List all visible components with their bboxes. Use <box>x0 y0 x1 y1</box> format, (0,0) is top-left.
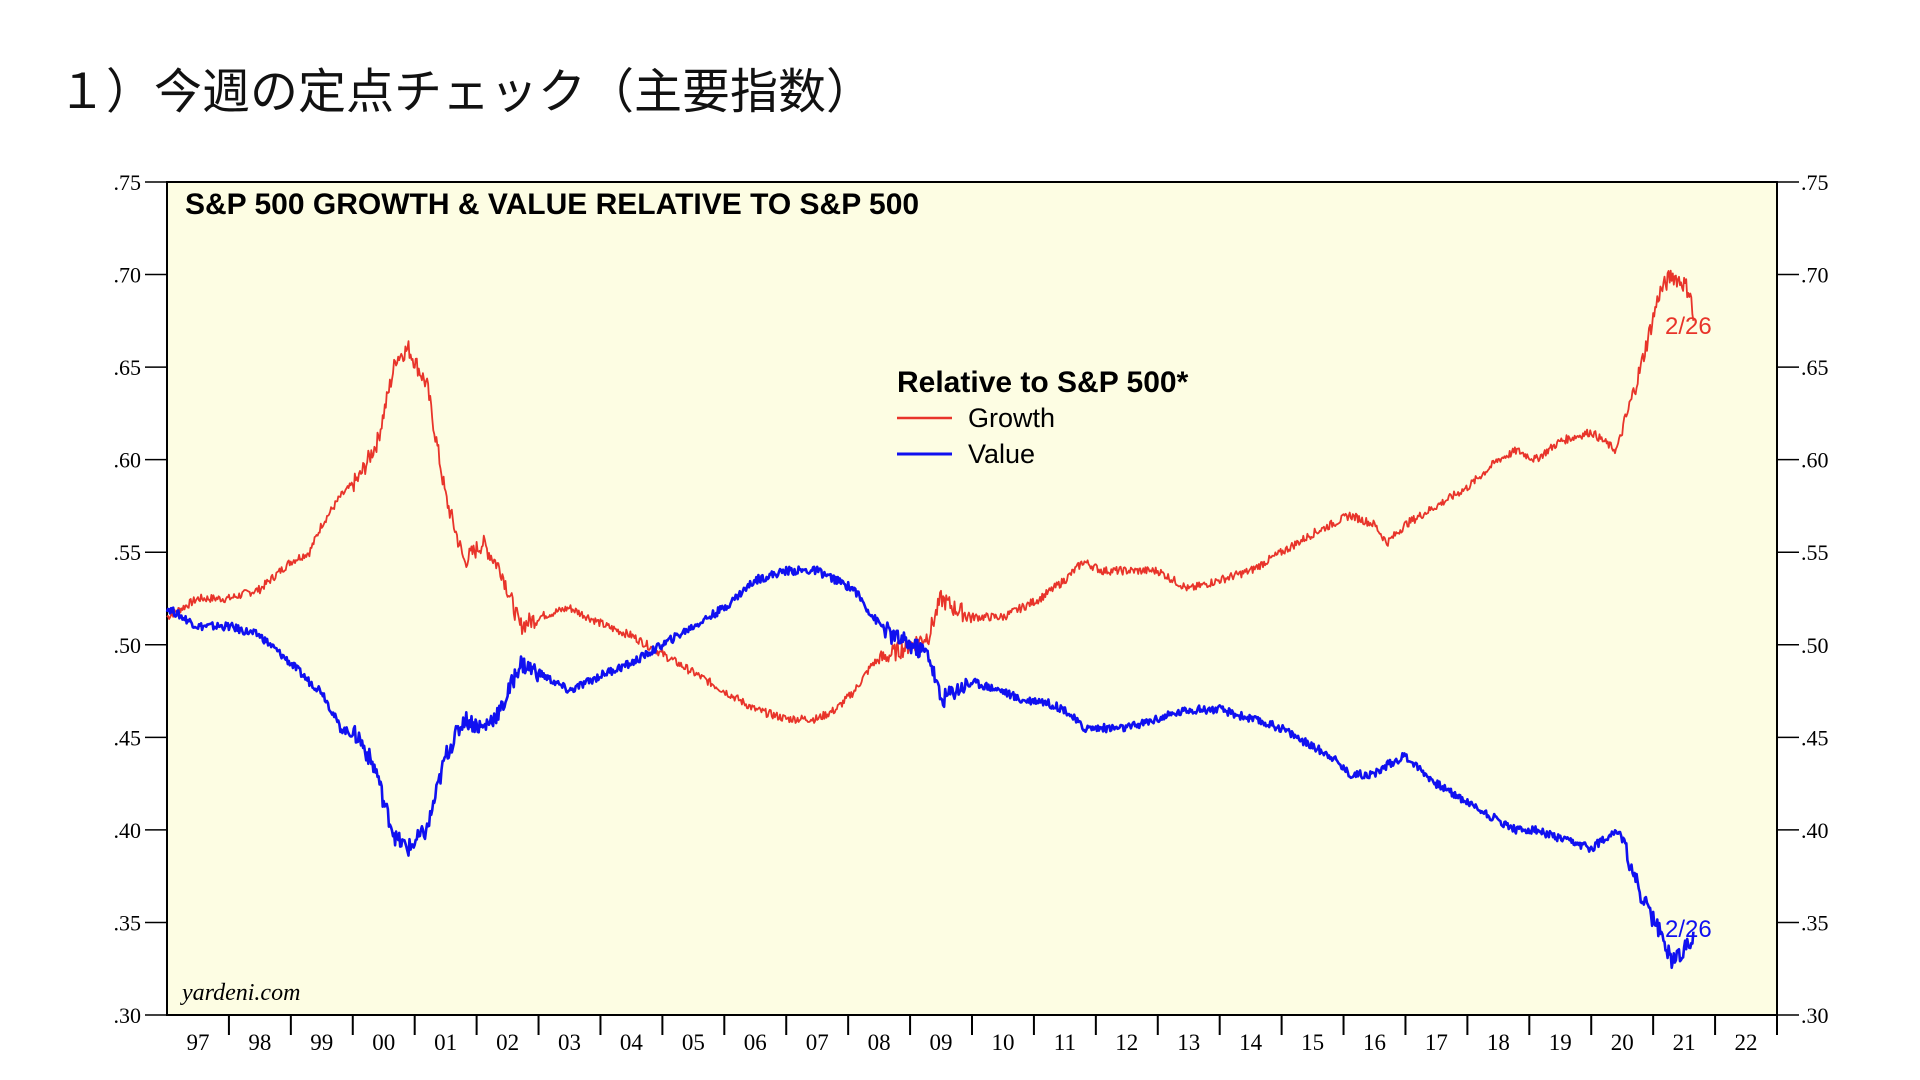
y-tick-label-right: .65 <box>1801 355 1829 380</box>
x-tick-label: 17 <box>1425 1030 1448 1055</box>
y-tick-label-right: .70 <box>1801 263 1829 288</box>
series-line-growth <box>166 269 1695 724</box>
y-tick-label-right: .30 <box>1801 1003 1829 1028</box>
x-tick-label: 03 <box>558 1030 581 1055</box>
y-tick-label-left: .70 <box>114 263 142 288</box>
growth-end-label: 2/26 <box>1665 313 1712 340</box>
x-tick-label: 08 <box>868 1030 891 1055</box>
x-tick-label: 99 <box>310 1030 333 1055</box>
plot-area <box>166 181 1778 1016</box>
x-tick-label: 10 <box>991 1030 1014 1055</box>
x-tick-label: 09 <box>930 1030 953 1055</box>
chart-title: S&P 500 GROWTH & VALUE RELATIVE TO S&P 5… <box>185 188 919 221</box>
x-tick-label: 02 <box>496 1030 519 1055</box>
x-tick-label: 12 <box>1115 1030 1138 1055</box>
x-tick-label: 21 <box>1673 1030 1696 1055</box>
y-tick-label-right: .60 <box>1801 448 1829 473</box>
x-tick-label: 04 <box>620 1030 644 1055</box>
x-tick-label: 11 <box>1054 1030 1076 1055</box>
legend-growth-label: Growth <box>968 403 1055 433</box>
x-axis: 97 98 99 00 01 02 03 04 05 06 07 08 09 10 11 12 13 14 15 16… <box>186 1015 1778 1055</box>
legend-value-label: Value <box>968 439 1035 469</box>
y-tick-label-left: .45 <box>114 725 142 750</box>
y-tick-label-left: .35 <box>114 910 142 935</box>
page-heading: １）今週の定点チェック（主要指数） <box>58 64 875 120</box>
x-tick-label: 05 <box>682 1030 705 1055</box>
y-tick-label-left: .50 <box>114 633 142 658</box>
x-tick-label: 06 <box>744 1030 767 1055</box>
x-tick-label: 07 <box>806 1030 829 1055</box>
y-tick-label-right: .55 <box>1801 540 1829 565</box>
y-tick-label-left: .60 <box>114 448 142 473</box>
y-tick-label-right: .45 <box>1801 725 1829 750</box>
series-line-value <box>165 565 1695 970</box>
y-tick-label-left: .30 <box>114 1003 142 1028</box>
y-tick-label-left: .65 <box>114 355 142 380</box>
x-tick-label: 00 <box>372 1030 395 1055</box>
x-tick-label: 98 <box>248 1030 271 1055</box>
x-tick-label: 22 <box>1735 1030 1758 1055</box>
y-tick-label-left: .75 <box>114 170 142 195</box>
x-tick-label: 18 <box>1487 1030 1510 1055</box>
y-tick-label-right: .40 <box>1801 818 1829 843</box>
y-tick-label-left: .55 <box>114 540 142 565</box>
x-tick-label: 01 <box>434 1030 457 1055</box>
y-axis-right: .75 .70 .65 .60 .55 .50 .45 .40 .35 .30 <box>1777 170 1829 1028</box>
value-end-label: 2/26 <box>1665 916 1712 943</box>
y-tick-label-right: .35 <box>1801 910 1829 935</box>
series-layer <box>165 269 1695 970</box>
x-tick-label: 13 <box>1177 1030 1200 1055</box>
legend-title: Relative to S&P 500* <box>897 366 1189 399</box>
x-tick-label: 97 <box>186 1030 209 1055</box>
x-tick-label: 14 <box>1239 1030 1263 1055</box>
x-tick-label: 19 <box>1549 1030 1572 1055</box>
x-tick-label: 16 <box>1363 1030 1386 1055</box>
y-tick-label-left: .40 <box>114 818 142 843</box>
x-tick-label: 20 <box>1611 1030 1634 1055</box>
source-label: yardeni.com <box>180 980 300 1006</box>
x-tick-label: 15 <box>1301 1030 1324 1055</box>
y-tick-label-right: .75 <box>1801 170 1829 195</box>
y-tick-label-right: .50 <box>1801 633 1829 658</box>
y-axis-left: .75 .70 .65 .60 .55 .50 .45 .40 .35 .30 <box>114 170 167 1028</box>
